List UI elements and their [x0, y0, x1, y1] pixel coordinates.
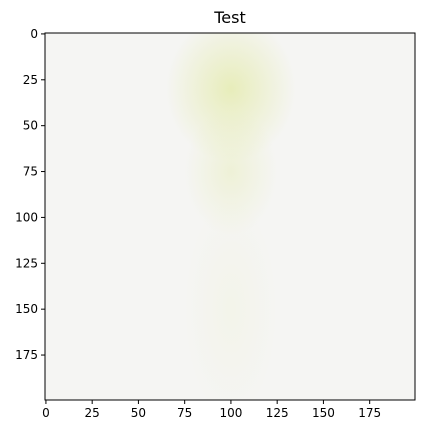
x-tick-label: 25: [85, 406, 100, 420]
y-tick-label: 100: [15, 210, 38, 224]
x-tick-label: 125: [266, 406, 289, 420]
y-tick-label: 125: [15, 256, 38, 270]
x-tick-label: 75: [177, 406, 192, 420]
chart-title: Test: [213, 8, 246, 27]
y-axis: 0 25 50 75 100 125 150 175: [15, 27, 45, 362]
x-axis: 0 25 50 75 100 125 150 175: [42, 400, 381, 420]
heatmap-highlight-region: [184, 199, 278, 400]
x-tick-label: 0: [42, 406, 50, 420]
plot-frame: [44, 32, 416, 401]
y-tick-label: 0: [30, 27, 38, 41]
y-tick-label: 50: [23, 119, 38, 133]
x-tick-label: 100: [219, 406, 242, 420]
x-tick-label: 175: [358, 406, 381, 420]
heatmap-highlight-region: [184, 107, 278, 236]
y-tick-label: 150: [15, 302, 38, 316]
y-tick-label: 25: [23, 73, 38, 87]
plot-area: [45, 33, 415, 400]
x-tick-label: 150: [312, 406, 335, 420]
y-tick-label: 75: [23, 165, 38, 179]
x-tick-label: 50: [131, 406, 146, 420]
y-tick-label: 175: [15, 348, 38, 362]
